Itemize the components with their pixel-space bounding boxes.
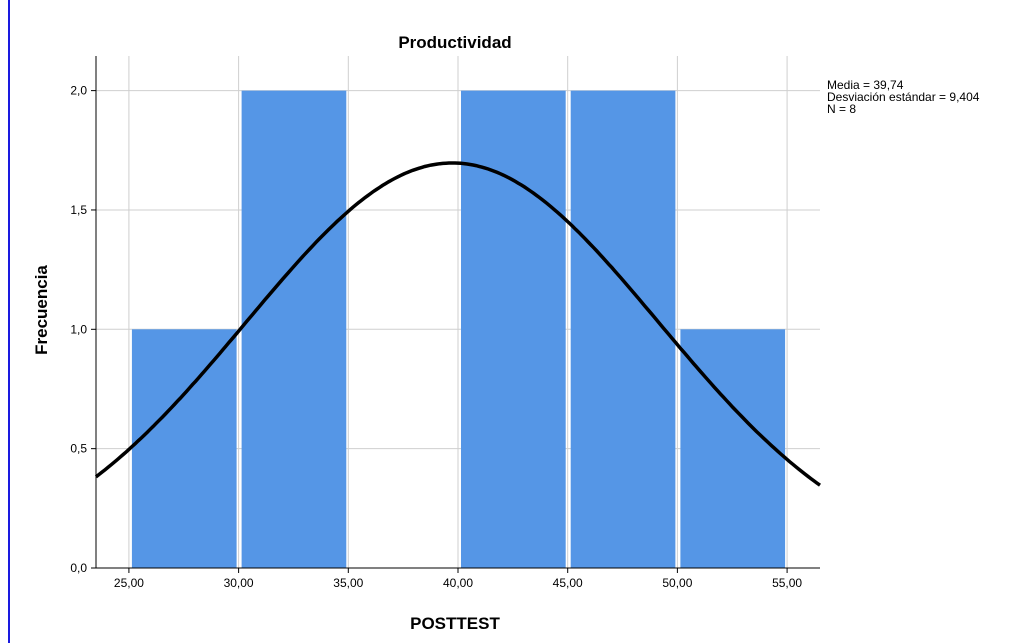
stats-line: N = 8 bbox=[827, 102, 856, 116]
x-axis-title: POSTTEST bbox=[410, 614, 500, 633]
stats-line: Media = 39,74 bbox=[827, 78, 904, 92]
y-tick-label: 0,5 bbox=[70, 442, 87, 456]
y-tick-label: 1,0 bbox=[70, 322, 87, 336]
left-border-rule bbox=[8, 0, 10, 643]
normal-curve-layer bbox=[94, 161, 822, 487]
x-tick-label: 25,00 bbox=[114, 576, 144, 590]
x-tick-label: 45,00 bbox=[553, 576, 583, 590]
histogram-bar bbox=[241, 90, 347, 569]
x-tick-label: 55,00 bbox=[772, 576, 802, 590]
axes bbox=[91, 56, 820, 573]
histogram-bar bbox=[570, 90, 676, 569]
stats-line: Desviación estándar = 9,404 bbox=[827, 90, 980, 104]
histogram-bars bbox=[131, 90, 786, 569]
histogram-bar bbox=[461, 90, 566, 569]
x-tick-label: 35,00 bbox=[333, 576, 363, 590]
y-tick-label: 0,0 bbox=[70, 561, 87, 575]
x-tick-label: 50,00 bbox=[662, 576, 692, 590]
normal-curve bbox=[94, 161, 822, 487]
x-tick-label: 30,00 bbox=[224, 576, 254, 590]
chart-title: Productividad bbox=[398, 33, 511, 52]
y-axis-title: Frecuencia bbox=[32, 265, 51, 355]
x-tick-label: 40,00 bbox=[443, 576, 473, 590]
y-tick-label: 1,5 bbox=[70, 203, 87, 217]
x-tick-labels: 25,00 30,00 35,00 40,00 45,00 50,00 55,00 bbox=[114, 576, 803, 590]
y-tick-labels: 0,0 0,5 1,0 1,5 2,0 bbox=[70, 84, 87, 575]
y-tick-label: 2,0 bbox=[70, 84, 87, 98]
histogram-bar bbox=[131, 329, 237, 568]
